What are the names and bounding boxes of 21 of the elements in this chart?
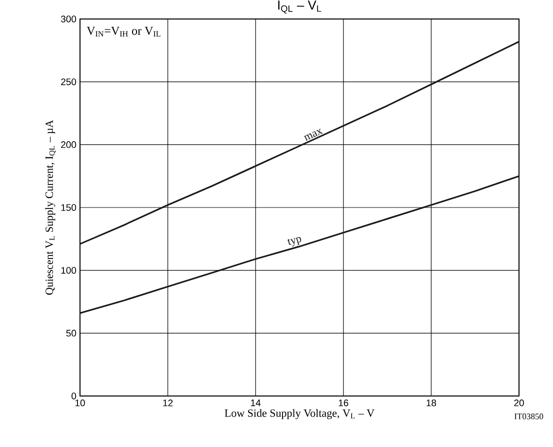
x-tick-label: 14 [251, 400, 261, 406]
x-tick-label: 16 [338, 400, 348, 406]
chart-title: I$_{QL}$ – V$_{L}$ [278, 0, 322, 14]
annotation: V$_{IN}$=V$_{IH}$ or V$_{IL}$ [86, 26, 160, 37]
x-tick-label: 18 [426, 400, 436, 406]
y-axis-title: Quiescent V$_{L}$ Supply Current, I$_{QL}$ – µA [45, 120, 56, 295]
y-tick-label: 50 [66, 330, 76, 337]
x-tick-label: 10 [75, 400, 85, 406]
x-axis-title: Low Side Supply Voltage, V$_{L}$ – V [224, 409, 374, 420]
y-tick-label: 250 [61, 78, 76, 86]
text: IT03850 [514, 414, 544, 420]
y-tick-label: 100 [61, 266, 76, 274]
y-tick-label: 0 [72, 392, 76, 400]
y-tick-label: 300 [60, 16, 76, 22]
text: typ [287, 236, 302, 247]
y-tick-label: 150 [61, 204, 76, 211]
line-series [80, 175, 520, 314]
y-tick-label: 200 [61, 141, 76, 148]
x-tick-label: 20 [514, 400, 524, 406]
text: max [304, 128, 323, 141]
x-tick-label: 12 [163, 400, 173, 406]
